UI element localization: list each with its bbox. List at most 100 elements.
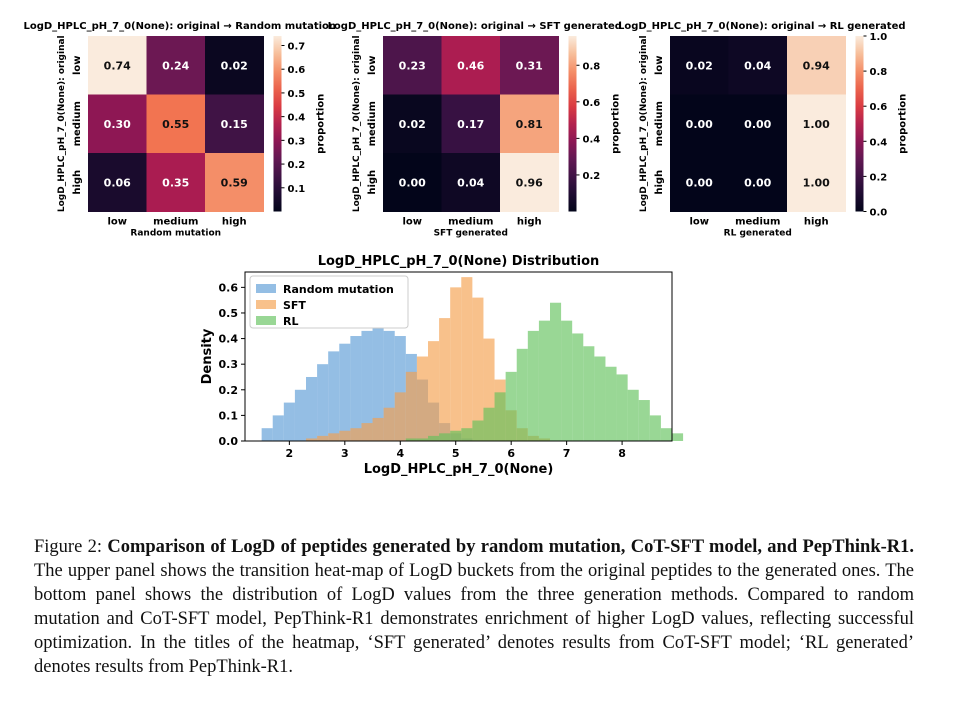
cell-value: 0.81 [516,118,543,131]
colorbar [855,36,864,212]
legend-box [249,275,409,329]
colorbar-label: proportion [611,94,622,154]
cell-value: 0.00 [686,176,713,189]
histogram-bar [317,364,329,441]
row-tick-label: low [367,55,378,75]
histogram-bar [439,433,451,441]
histogram-bar [527,330,539,441]
histogram-bar [583,346,595,441]
histogram-bar [372,417,384,441]
x-tick-label: 7 [563,447,571,460]
histogram-bar [405,371,417,441]
cell-value: 0.30 [104,118,131,131]
colorbar-tick-label: 0.4 [870,137,888,148]
histogram-bar [306,376,318,441]
colorbar-tick-label: 0.4 [583,134,601,145]
histogram-title: LogD_HPLC_pH_7_0(None) Distribution [318,254,600,269]
histogram-bar [405,438,417,441]
row-tick-label: low [72,55,83,75]
cell-value: 0.94 [803,59,830,72]
col-tick-label: medium [153,217,198,228]
heatmap-xlabel: RL generated [724,229,792,239]
heatmap-ylabel: LogD_HPLC_pH_7_0(None): original [639,35,649,212]
heatmap-cell [670,36,729,95]
colorbar [273,36,282,212]
colorbar-tick-label: 0.2 [870,172,888,183]
colorbar-tick-label: 0.2 [583,171,601,182]
histogram-bar [372,328,384,441]
histogram-bar [472,420,484,441]
histogram-bar [627,389,639,441]
cell-value: 0.35 [162,176,189,189]
x-tick-label: 6 [507,447,515,460]
heatmap-cell [205,153,264,212]
histogram-bar [283,402,295,441]
cell-value: 1.00 [803,118,830,131]
histogram-bar [416,438,428,441]
heatmap-title: LogD_HPLC_pH_7_0(None): original → RL ge… [618,21,906,32]
cell-value: 0.02 [399,118,426,131]
histogram-bar [672,433,684,441]
histogram-bar [494,392,506,441]
histogram-bar [350,428,362,441]
colorbar-label: proportion [316,94,327,154]
histogram-xlabel: LogD_HPLC_pH_7_0(None) [364,462,554,477]
cell-value: 0.31 [516,59,543,72]
series-rl [405,302,684,441]
histogram-bar [605,366,617,441]
histogram-bar [561,320,573,441]
heatmap-cell [500,36,559,95]
row-tick-label: high [654,170,665,195]
caption-text: The upper panel shows the transition hea… [34,561,914,677]
row-tick-label: medium [72,101,83,146]
col-tick-label: high [517,217,542,228]
heatmap-cell [500,153,559,212]
colorbar-tick-label: 0.8 [583,61,601,72]
histogram-bar [317,435,329,441]
legend-label: Random mutation [283,283,394,296]
colorbar-tick-label: 0.8 [870,67,888,78]
heatmap-cell [728,94,788,154]
cell-value: 0.17 [457,118,484,131]
colorbar-tick-label: 0.6 [870,102,888,113]
x-tick-label: 4 [396,447,404,460]
histogram-bar [383,407,395,441]
cell-value: 0.23 [399,59,426,72]
heatmap-ylabel: LogD_HPLC_pH_7_0(None): original [57,35,67,212]
colorbar [568,36,577,212]
cell-value: 0.00 [686,118,713,131]
histogram-bar [660,428,672,441]
figure-caption: Figure 2: Comparison of LogD of peptides… [34,535,914,679]
x-tick-label: 3 [341,447,349,460]
histogram-bar [483,338,495,441]
heatmap-cell [146,153,206,212]
col-tick-label: high [222,217,247,228]
colorbar-tick-label: 1.0 [870,32,888,43]
histogram-bar [594,356,606,441]
histogram-bar [538,320,550,441]
cell-value: 0.55 [162,118,189,131]
y-tick-label: 0.6 [219,281,239,294]
histogram-bar [450,430,462,441]
heatmap-cell [88,94,147,154]
col-tick-label: high [804,217,829,228]
colorbar-tick-label: 0.6 [583,98,601,109]
col-tick-label: medium [735,217,780,228]
legend-swatch [256,284,276,293]
heatmap-panels: LogD_HPLC_pH_7_0(None): original → Rando… [23,21,908,239]
heatmap-title: LogD_HPLC_pH_7_0(None): original → SFT g… [328,21,622,32]
histogram-bar [361,423,373,441]
cell-value: 0.15 [221,118,248,131]
heatmap-cell [205,36,264,95]
histogram-bar [383,330,395,441]
colorbar-tick-label: 0.3 [288,136,306,147]
x-tick-label: 8 [618,447,626,460]
heatmap-cell [787,36,846,95]
y-tick-label: 0.1 [219,409,239,422]
col-tick-label: medium [448,217,493,228]
histogram-bar [472,297,484,441]
cell-value: 0.00 [744,176,771,189]
heatmap-2: LogD_HPLC_pH_7_0(None): original → SFT g… [328,21,622,239]
heatmap-cell [205,94,264,154]
histogram-bar [649,415,661,441]
